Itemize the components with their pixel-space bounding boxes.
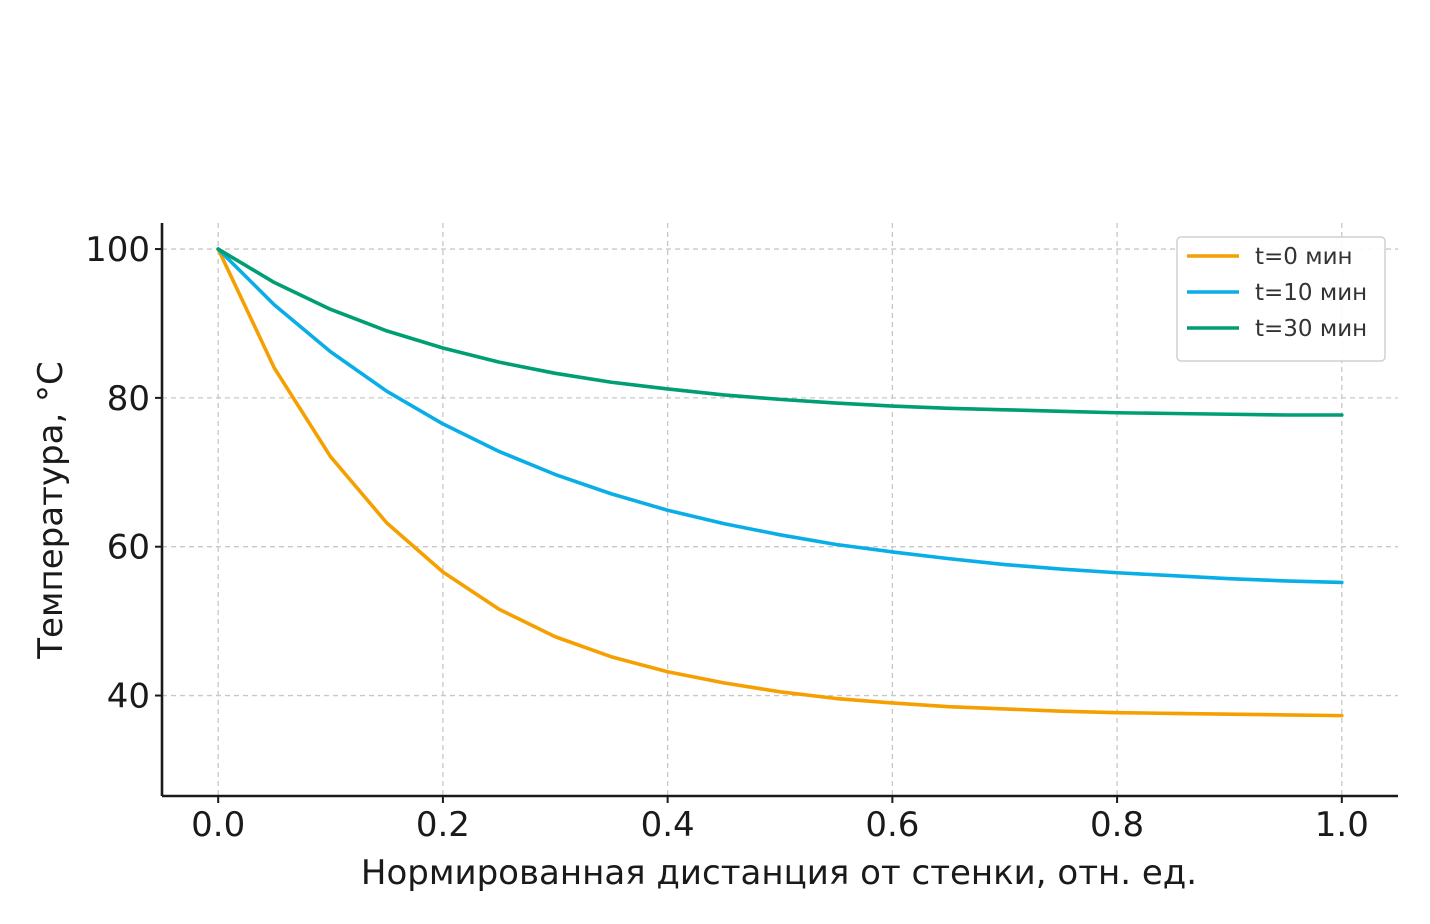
x-tick-label: 0.4 [641,805,695,845]
ticks: 0.0 0.2 0.4 0.6 0.8 1.0 40 60 80 100 [85,230,1369,845]
x-tick-label: 1.0 [1315,805,1369,845]
legend-label: t=0 мин [1255,244,1353,270]
series-layer [216,247,1344,718]
y-tick-label: 100 [85,230,150,270]
legend-label: t=30 мин [1255,316,1367,342]
x-tick-label: 0.8 [1090,805,1144,845]
series-line-3 [216,247,1344,417]
legend-label: t=10 мин [1255,280,1367,306]
series-line-2 [216,247,1344,585]
x-tick-label: 0.2 [416,805,470,845]
y-tick-label: 80 [107,379,150,419]
y-tick-label: 60 [107,528,150,568]
legend-frame [1176,236,1386,362]
series-line-1 [216,247,1344,718]
x-tick-label: 0.6 [865,805,919,845]
x-tick-label: 0.0 [191,805,245,845]
y-tick-label: 40 [107,677,150,717]
x-axis-title: Нормированная дистанция от стенки, отн. … [361,853,1197,893]
legend: t=0 мин t=10 мин t=30 мин [1176,236,1386,362]
axes [160,223,1398,798]
y-axis-title: Температура, °C [31,361,71,660]
